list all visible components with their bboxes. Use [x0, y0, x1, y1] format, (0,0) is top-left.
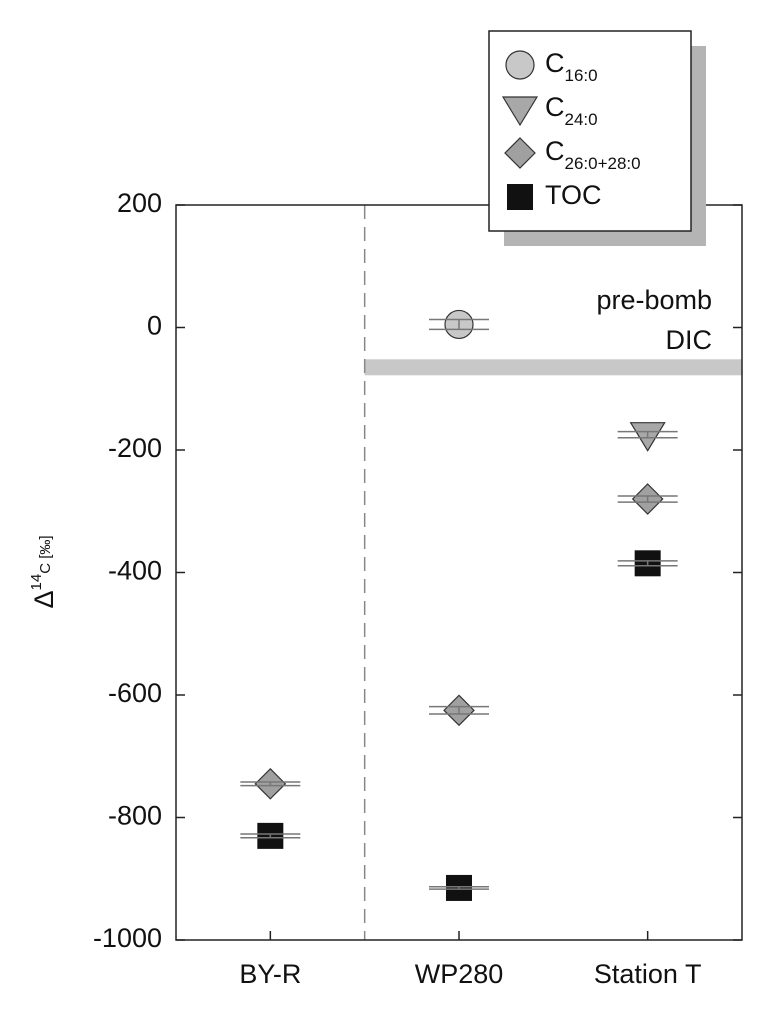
y-tick-label: -200 — [108, 433, 162, 463]
legend-label: C16:0 — [545, 48, 598, 85]
x-tick-label: WP280 — [415, 959, 504, 989]
marker-circle — [505, 50, 535, 80]
x-tick-label: Station T — [594, 959, 702, 989]
y-tick-label: -600 — [108, 678, 162, 708]
legend-label: C26:0+28:0 — [545, 136, 641, 173]
reference-label: pre-bomb — [596, 285, 712, 315]
y-tick-label: -800 — [108, 801, 162, 831]
y-tick-label: -1000 — [93, 923, 162, 953]
x-tick-label: BY-R — [239, 959, 301, 989]
marker-diamond — [504, 137, 536, 169]
reference-label: DIC — [666, 325, 713, 355]
y-tick-label: -400 — [108, 556, 162, 586]
y-tick-label: 0 — [147, 311, 162, 341]
reference-band — [364, 359, 742, 376]
y-tick-label: 200 — [117, 188, 162, 218]
marker-square — [507, 184, 533, 210]
legend: C16:0 C24:0 C26:0+28:0 TOC — [488, 30, 706, 246]
marker-triangle — [501, 96, 539, 127]
legend-label: C24:0 — [545, 92, 598, 129]
y-axis-label: Δ14C [‰] — [28, 535, 59, 608]
legend-label: TOC — [545, 180, 602, 210]
